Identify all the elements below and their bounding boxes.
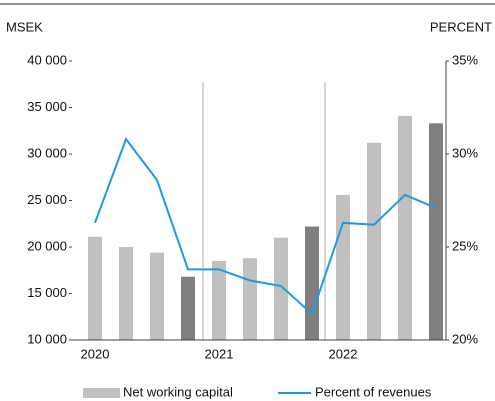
bar	[243, 258, 257, 340]
legend-label: Net working capital	[123, 384, 233, 399]
y-tick-label: 30 000	[27, 145, 67, 160]
bar	[212, 260, 226, 340]
bar	[336, 194, 350, 340]
y-tick-label: 10 000	[27, 331, 67, 346]
y-tick-label: 35 000	[27, 99, 67, 114]
y-tick-label: 20 000	[27, 238, 67, 253]
bar	[88, 236, 102, 340]
y2-tick-label: 20%	[452, 331, 478, 346]
bar	[429, 123, 443, 340]
y2-axis-label: PERCENT	[430, 19, 492, 34]
bar	[367, 142, 381, 340]
x-tick-label: 2022	[329, 346, 358, 361]
legend-swatch	[83, 388, 120, 398]
y-tick-label: 15 000	[27, 285, 67, 300]
bar	[398, 115, 412, 341]
bar	[119, 247, 133, 340]
bar	[150, 252, 164, 340]
y-axis-label: MSEK	[6, 19, 43, 34]
bar	[274, 237, 288, 340]
legend-label: Percent of revenues	[315, 384, 432, 399]
y2-tick-label: 30%	[452, 145, 478, 160]
x-tick-label: 2020	[81, 346, 110, 361]
bar	[305, 226, 319, 340]
y-tick-label: 25 000	[27, 192, 67, 207]
y2-tick-label: 35%	[452, 52, 478, 67]
bar	[181, 276, 195, 340]
y-tick-label: 40 000	[27, 52, 67, 67]
x-tick-label: 2021	[205, 346, 234, 361]
line	[94, 137, 437, 316]
y2-tick-label: 25%	[452, 238, 478, 253]
